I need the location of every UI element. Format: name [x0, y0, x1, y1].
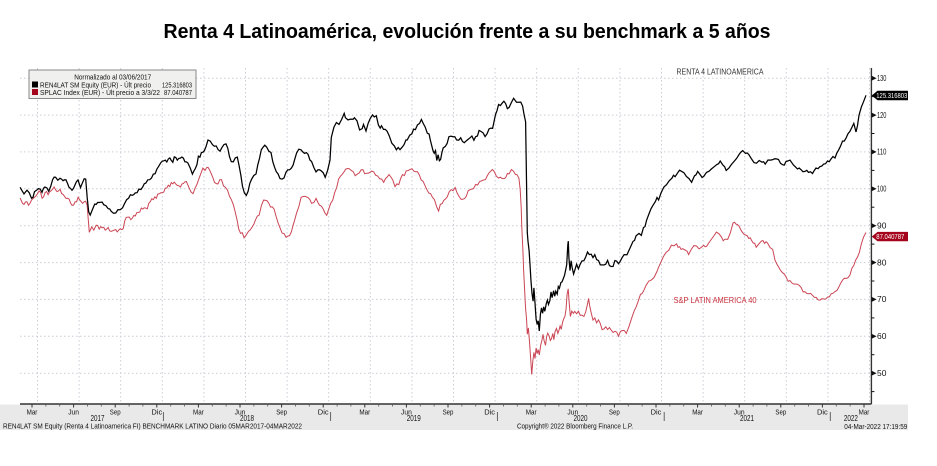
svg-text:90: 90 — [877, 222, 887, 231]
svg-text:Jun: Jun — [567, 407, 578, 416]
svg-text:50: 50 — [877, 369, 887, 378]
svg-text:Dic: Dic — [651, 407, 662, 416]
svg-text:100: 100 — [877, 185, 887, 194]
svg-text:60: 60 — [877, 332, 887, 341]
svg-text:Mar: Mar — [859, 407, 870, 416]
svg-text:REN4LAT SM Equity (Renta 4 Lat: REN4LAT SM Equity (Renta 4 Latinoamerica… — [3, 422, 302, 431]
svg-text:Copyright® 2022 Bloomberg Fina: Copyright® 2022 Bloomberg Finance L.P. — [517, 422, 633, 431]
svg-text:Jun: Jun — [68, 407, 79, 416]
svg-text:04-Mar-2022 17:19:59: 04-Mar-2022 17:19:59 — [844, 422, 907, 431]
svg-text:Mar: Mar — [359, 407, 370, 416]
svg-text:Sep: Sep — [609, 407, 620, 416]
svg-text:Mar: Mar — [692, 407, 703, 416]
svg-text:2019: 2019 — [407, 414, 421, 423]
svg-text:Dic: Dic — [318, 407, 329, 416]
svg-text:Sep: Sep — [110, 407, 121, 416]
svg-text:Mar: Mar — [27, 407, 38, 416]
svg-text:2021: 2021 — [740, 414, 754, 423]
svg-text:Sep: Sep — [443, 407, 454, 416]
svg-text:Mar: Mar — [526, 407, 537, 416]
svg-text:Sep: Sep — [775, 407, 786, 416]
svg-text:2020: 2020 — [574, 414, 588, 423]
svg-text:Dic: Dic — [817, 407, 828, 416]
svg-text:70: 70 — [877, 295, 887, 304]
svg-text:87.040787: 87.040787 — [876, 232, 904, 241]
svg-text:Mar: Mar — [193, 407, 204, 416]
svg-text:Normalizado al 03/06/2017: Normalizado al 03/06/2017 — [74, 73, 151, 82]
svg-text:REN4LAT SM Equity (EUR) - Últ: REN4LAT SM Equity (EUR) - Últ precio — [40, 80, 151, 89]
svg-text:Dic: Dic — [151, 407, 162, 416]
svg-text:80: 80 — [877, 258, 887, 267]
svg-text:Sep: Sep — [276, 407, 287, 416]
svg-text:2022: 2022 — [844, 414, 858, 423]
svg-text:125.316803: 125.316803 — [876, 91, 907, 100]
svg-text:125.316803: 125.316803 — [162, 80, 192, 89]
svg-text:Jun: Jun — [235, 407, 246, 416]
svg-text:2017: 2017 — [91, 414, 105, 423]
svg-text:2018: 2018 — [240, 414, 254, 423]
svg-text:Jun: Jun — [734, 407, 745, 416]
svg-text:S&P LATIN AMERICA 40: S&P LATIN AMERICA 40 — [674, 296, 758, 305]
svg-text:130: 130 — [877, 74, 887, 83]
svg-text:RENTA 4 LATINOAMERICA: RENTA 4 LATINOAMERICA — [677, 68, 765, 77]
svg-text:120: 120 — [877, 111, 887, 120]
svg-text:87.040787: 87.040787 — [164, 88, 192, 97]
svg-text:Renta 4 Latinoamérica, evoluci: Renta 4 Latinoamérica, evolución frente … — [164, 21, 771, 43]
svg-text:SPLAC Index (EUR) - Últ precio: SPLAC Index (EUR) - Últ precio a 3/3/22 — [40, 88, 160, 97]
svg-text:110: 110 — [877, 148, 887, 157]
svg-text:Dic: Dic — [484, 407, 495, 416]
svg-text:Jun: Jun — [401, 407, 412, 416]
